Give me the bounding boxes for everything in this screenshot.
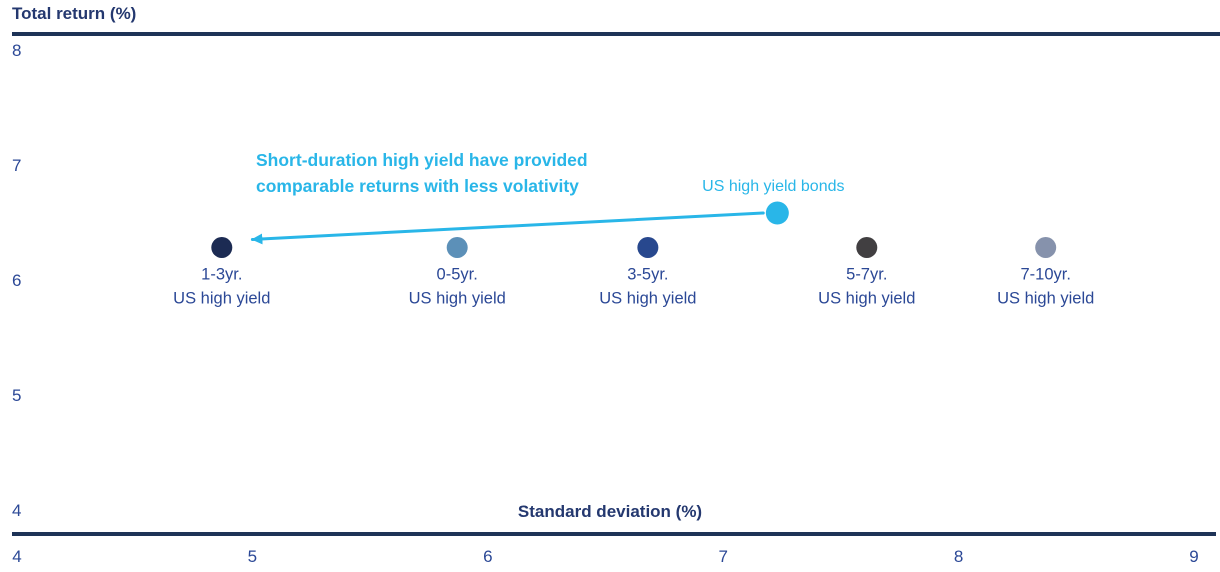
y-tick-label: 6	[12, 271, 22, 290]
chart-annotation: Short-duration high yield have provided …	[256, 147, 588, 199]
y-tick-label: 5	[12, 386, 22, 405]
annotation-line-1: Short-duration high yield have provided	[256, 150, 588, 170]
x-tick-label: 8	[953, 547, 964, 566]
x-tick-label: 7	[718, 547, 728, 566]
data-point	[1035, 237, 1057, 258]
data-point-label: US high yield	[409, 290, 506, 308]
x-tick-label: 5	[247, 547, 258, 566]
data-point	[765, 201, 789, 225]
data-point-label: 7-10yr.	[1020, 266, 1070, 284]
x-tick-label: 9	[1189, 547, 1199, 566]
data-point-label: US high yield	[599, 290, 696, 308]
data-point-label: US high yield	[818, 290, 915, 308]
data-point-label: 1-3yr.	[201, 266, 242, 284]
x-axis-line	[12, 532, 1216, 536]
annotation-arrow	[250, 211, 765, 245]
data-point	[856, 237, 878, 258]
data-point	[211, 237, 233, 258]
data-point	[446, 237, 468, 258]
data-point-label: 3-5yr.	[627, 266, 668, 284]
data-point-label: US high yield bonds	[702, 178, 844, 195]
y-tick-label: 7	[12, 156, 22, 175]
y-tick-label: 4	[12, 501, 22, 520]
y-tick-label: 8	[12, 41, 22, 60]
data-point	[637, 237, 659, 258]
data-point-label: US high yield	[997, 290, 1094, 308]
x-axis-title: Standard deviation (%)	[517, 502, 703, 521]
data-point-label: US high yield	[173, 290, 270, 308]
y-axis-title: Total return (%)	[12, 4, 137, 23]
data-point-label: 5-7yr.	[846, 266, 887, 284]
annotation-line-2: comparable returns with less volativity	[256, 176, 579, 196]
data-point-label: 0-5yr.	[437, 266, 478, 284]
top-axis-line	[12, 32, 1220, 36]
x-tick-label: 4	[12, 547, 22, 566]
x-tick-label: 6	[483, 547, 493, 566]
